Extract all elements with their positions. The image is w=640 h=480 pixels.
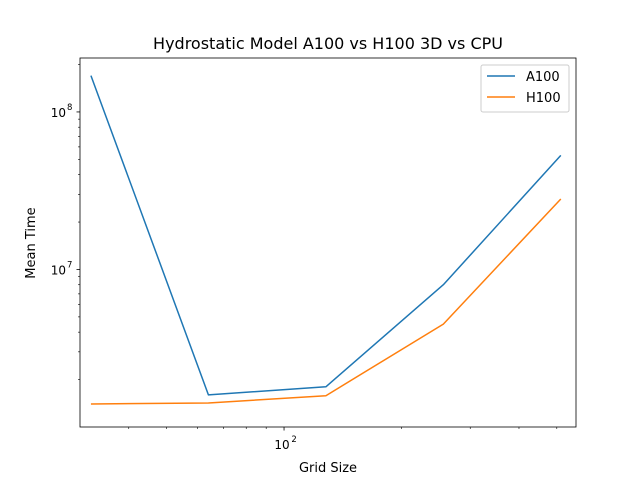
chart-title: Hydrostatic Model A100 vs H100 3D vs CPU xyxy=(153,34,503,53)
legend-label-a100: A100 xyxy=(526,70,560,85)
series-line-a100 xyxy=(90,75,562,396)
y-tick-label: 10 xyxy=(51,106,66,120)
x-axis-label: Grid Size xyxy=(299,461,357,476)
x-tick-label-exponent: 2 xyxy=(291,435,296,445)
legend-label-h100: H100 xyxy=(526,91,561,106)
plot-content xyxy=(90,75,562,405)
y-tick-label-exponent: 7 xyxy=(67,260,72,270)
series-line-h100 xyxy=(90,198,562,405)
tick-layer: 10 210 710 8 xyxy=(51,64,558,452)
y-tick-label-exponent: 8 xyxy=(67,103,72,113)
plot-frame xyxy=(79,57,577,428)
y-axis-label: Mean Time xyxy=(24,207,39,278)
x-tick-label: 10 xyxy=(274,438,289,452)
y-tick-label: 10 xyxy=(51,263,66,277)
legend: A100 H100 xyxy=(480,64,570,113)
